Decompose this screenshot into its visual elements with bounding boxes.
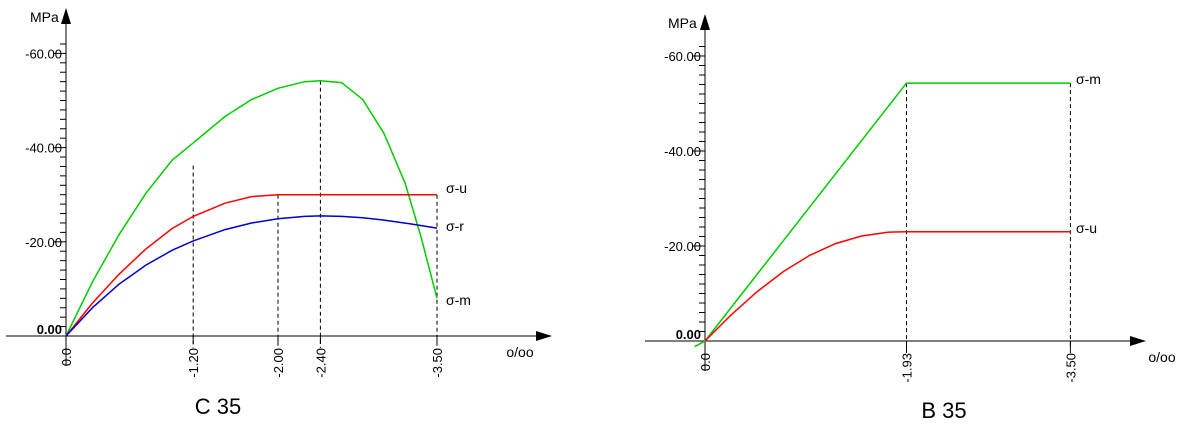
x-unit-label: o/oo: [1148, 349, 1175, 365]
x-tick-label: -3.50: [430, 348, 445, 378]
x-tick-label: -2.00: [271, 348, 286, 378]
x-tick-label: 0.0: [698, 353, 713, 371]
series-line-σ-m: [65, 79, 438, 337]
x-axis-arrow: [1130, 336, 1146, 346]
x-tick-label: -2.40: [313, 348, 328, 378]
x-tick-label: -3.50: [1063, 353, 1078, 383]
series-line-σ-u: [704, 231, 1071, 342]
chart-caption: B 35: [921, 398, 966, 423]
y-tick-label: -20.00: [25, 235, 62, 250]
series-line-σ-m: [694, 82, 1071, 348]
series-label: σ-r: [446, 218, 464, 234]
series-label: σ-u: [446, 180, 467, 196]
y-tick-label: -40.00: [664, 144, 701, 159]
x-tick-label: -1.20: [186, 348, 201, 378]
y-tick-label: 0.00: [37, 322, 62, 337]
y-axis-arrow: [700, 14, 710, 30]
x-tick-label: 0.0: [59, 348, 74, 366]
series-label: σ-m: [446, 292, 471, 308]
y-tick-label: -60.00: [25, 46, 62, 61]
y-tick-label: 0.00: [676, 327, 701, 342]
series-line-σ-r: [65, 215, 438, 337]
series-label: σ-u: [1076, 220, 1097, 236]
y-unit-label: MPa: [668, 15, 697, 31]
y-axis-arrow: [61, 8, 71, 24]
series-label: σ-m: [1076, 71, 1101, 87]
x-unit-label: o/oo: [506, 344, 533, 360]
y-tick-label: -40.00: [25, 141, 62, 156]
y-unit-label: MPa: [30, 9, 59, 25]
x-tick-label: -1.93: [899, 353, 914, 383]
chart-caption: C 35: [195, 394, 241, 419]
y-tick-label: -20.00: [664, 239, 701, 254]
x-axis-arrow: [536, 331, 552, 341]
series-line-σ-u: [65, 193, 437, 337]
y-tick-label: -60.00: [664, 49, 701, 64]
